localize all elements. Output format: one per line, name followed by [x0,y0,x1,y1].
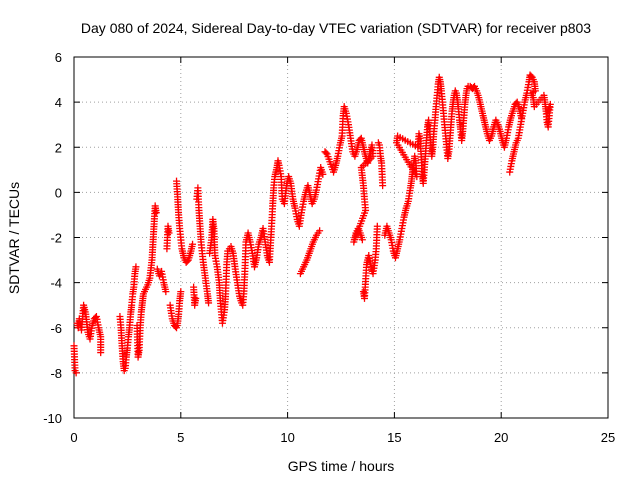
data-point [543,109,551,117]
x-axis-label: GPS time / hours [288,458,395,474]
x-tick-label: 5 [177,430,184,445]
data-point [97,349,105,357]
y-tick-label: -2 [50,231,62,246]
y-tick-label: 2 [55,140,62,155]
data-point [192,294,200,302]
x-tick-label: 15 [387,430,401,445]
y-tick-label: 4 [55,95,62,110]
data-point [132,263,140,271]
x-tick-label: 25 [601,430,615,445]
y-tick-label: -4 [50,276,62,291]
y-tick-label: -6 [50,321,62,336]
y-tick-label: -8 [50,366,62,381]
data-point [316,227,324,235]
data-point [373,222,381,230]
data-point [72,369,80,377]
data-point [177,288,185,296]
y-tick-label: 0 [55,185,62,200]
data-point [152,209,160,217]
data-point [322,149,330,157]
x-tick-label: 10 [280,430,294,445]
data-point [379,182,387,190]
data-points [70,71,554,377]
y-tick-label: -10 [43,411,62,426]
x-tick-label: 20 [494,430,508,445]
data-point [319,170,327,178]
y-tick-label: 6 [55,50,62,65]
y-axis-label: SDTVAR / TECUs [6,182,22,294]
data-point [358,236,366,244]
chart-title: Day 080 of 2024, Sidereal Day-to-day VTE… [81,20,591,36]
data-point [162,288,170,296]
data-point [205,299,213,307]
data-point [165,229,173,237]
data-point [189,240,197,248]
x-tick-label: 0 [70,430,77,445]
